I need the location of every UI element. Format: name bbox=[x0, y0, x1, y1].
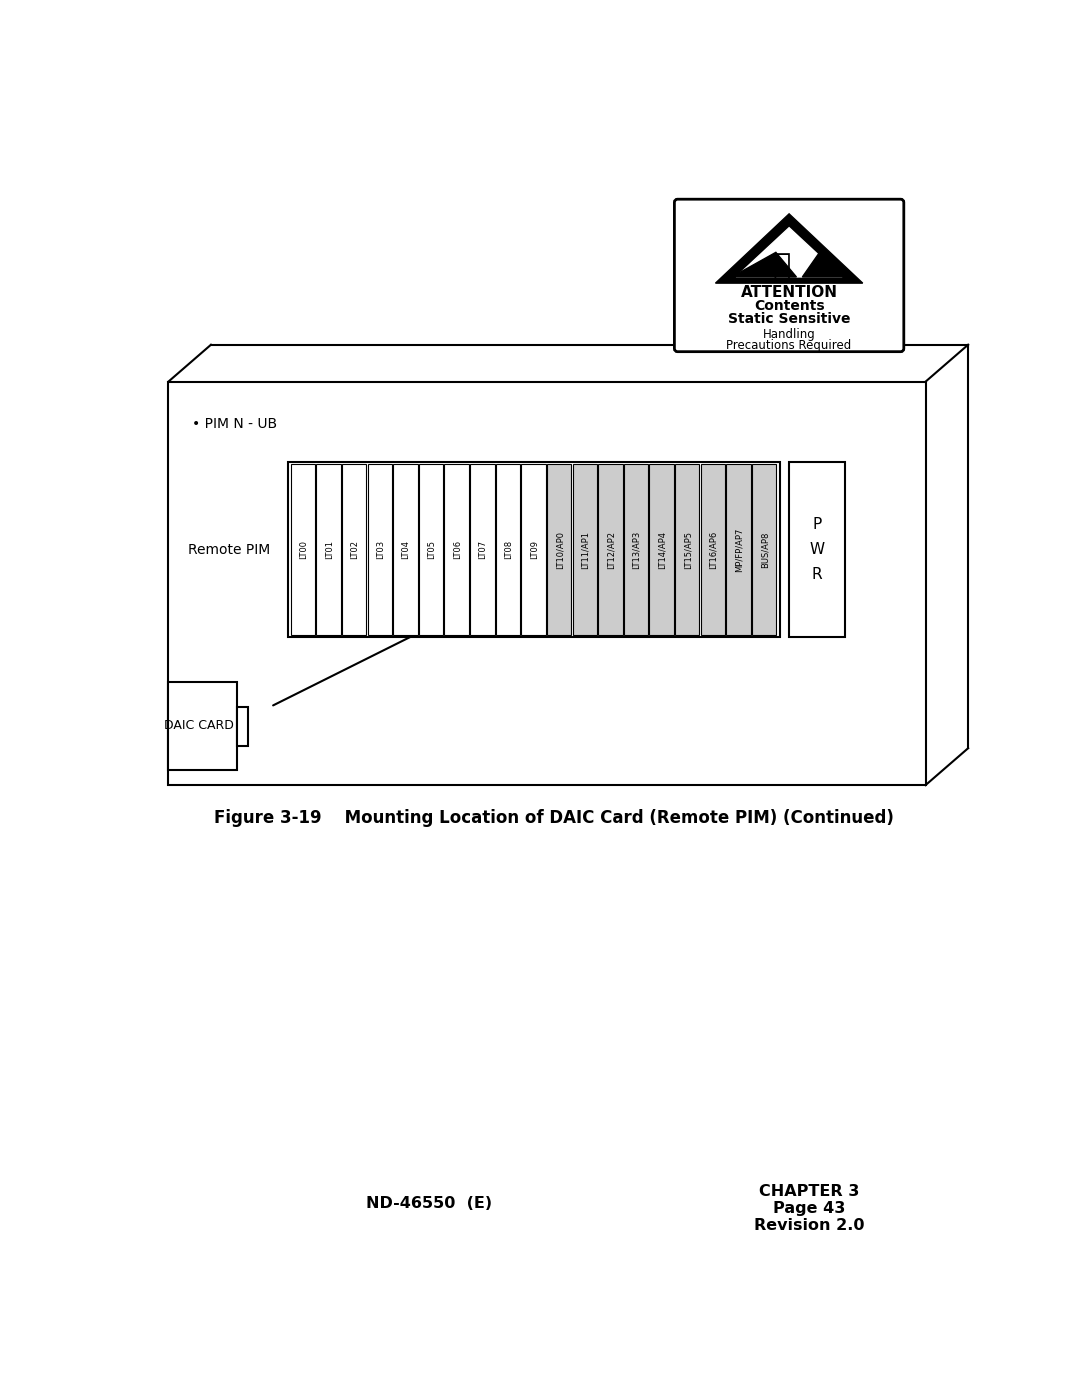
Text: BUS/AP8: BUS/AP8 bbox=[760, 531, 769, 567]
Polygon shape bbox=[715, 214, 863, 284]
Text: DAIC CARD: DAIC CARD bbox=[163, 719, 233, 732]
Bar bbox=[701, 464, 725, 636]
Bar bbox=[167, 682, 238, 770]
FancyBboxPatch shape bbox=[674, 200, 904, 352]
Bar bbox=[598, 464, 622, 636]
Text: P
W
R: P W R bbox=[809, 517, 824, 581]
Text: LT07: LT07 bbox=[478, 541, 487, 559]
Text: LT14/AP4: LT14/AP4 bbox=[658, 531, 666, 569]
Text: LT15/AP5: LT15/AP5 bbox=[684, 531, 692, 569]
Text: LT11/AP1: LT11/AP1 bbox=[581, 531, 590, 569]
Bar bbox=[789, 462, 845, 637]
Bar bbox=[546, 464, 571, 636]
Text: LT13/AP3: LT13/AP3 bbox=[632, 531, 642, 569]
Text: Contents: Contents bbox=[754, 299, 824, 313]
Text: • PIM N - UB: • PIM N - UB bbox=[191, 418, 276, 432]
Bar bbox=[470, 464, 495, 636]
Text: ND-46550  (E): ND-46550 (E) bbox=[366, 1196, 492, 1211]
Bar bbox=[367, 464, 392, 636]
Bar bbox=[393, 464, 418, 636]
Bar bbox=[291, 464, 315, 636]
Bar bbox=[238, 707, 248, 746]
Polygon shape bbox=[802, 249, 847, 277]
Bar bbox=[675, 464, 700, 636]
Text: LT00: LT00 bbox=[299, 541, 308, 559]
Text: LT16/AP6: LT16/AP6 bbox=[708, 531, 718, 569]
Bar bbox=[496, 464, 521, 636]
Text: LT01: LT01 bbox=[325, 541, 334, 559]
Text: LT10/AP0: LT10/AP0 bbox=[555, 531, 564, 569]
Text: LT04: LT04 bbox=[402, 541, 410, 559]
Text: LT02: LT02 bbox=[350, 541, 360, 559]
Bar bbox=[572, 464, 597, 636]
Text: ATTENTION: ATTENTION bbox=[741, 285, 838, 300]
Text: Handling: Handling bbox=[762, 328, 815, 341]
Text: LT09: LT09 bbox=[529, 541, 539, 559]
Text: CHAPTER 3: CHAPTER 3 bbox=[759, 1185, 860, 1199]
Text: LT06: LT06 bbox=[453, 541, 462, 559]
Polygon shape bbox=[737, 228, 842, 277]
Bar bbox=[445, 464, 469, 636]
Bar bbox=[726, 464, 751, 636]
Text: Revision 2.0: Revision 2.0 bbox=[754, 1218, 864, 1234]
Text: LT05: LT05 bbox=[428, 541, 436, 559]
Text: LT12/AP2: LT12/AP2 bbox=[607, 531, 616, 569]
Text: Precautions Required: Precautions Required bbox=[727, 339, 852, 352]
Text: Page 43: Page 43 bbox=[773, 1201, 846, 1217]
Bar bbox=[316, 464, 341, 636]
Bar bbox=[752, 464, 777, 636]
Bar bbox=[522, 464, 545, 636]
Bar bbox=[624, 464, 648, 636]
Polygon shape bbox=[731, 253, 796, 277]
Bar bbox=[419, 464, 443, 636]
Text: Remote PIM: Remote PIM bbox=[188, 542, 270, 556]
Text: Static Sensitive: Static Sensitive bbox=[728, 313, 850, 327]
Bar bbox=[288, 462, 780, 637]
Bar bbox=[649, 464, 674, 636]
Text: ✊: ✊ bbox=[772, 251, 791, 281]
Text: Figure 3-19    Mounting Location of DAIC Card (Remote PIM) (Continued): Figure 3-19 Mounting Location of DAIC Ca… bbox=[214, 809, 893, 827]
Text: LT03: LT03 bbox=[376, 541, 384, 559]
Text: LT08: LT08 bbox=[504, 541, 513, 559]
Bar bbox=[342, 464, 366, 636]
Bar bbox=[168, 381, 926, 785]
Text: MP/FP/AP7: MP/FP/AP7 bbox=[734, 528, 743, 571]
